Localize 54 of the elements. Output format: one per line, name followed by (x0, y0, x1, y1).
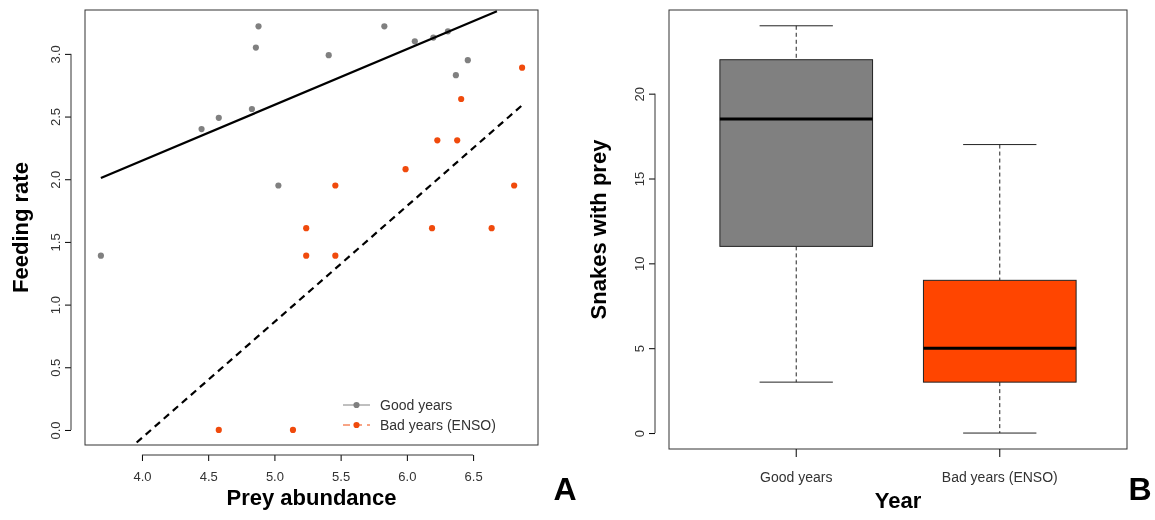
point (303, 252, 310, 259)
legend-label: Good years (380, 396, 453, 413)
x-tick-label: Bad years (ENSO) (941, 469, 1058, 486)
y-tick-label: 10 (631, 256, 647, 272)
x-tick-label: Good years (760, 469, 833, 486)
y-tick-label: 1.0 (47, 296, 63, 315)
point (215, 114, 222, 121)
point (511, 182, 518, 189)
point (332, 252, 339, 259)
point (428, 225, 436, 232)
point (248, 105, 255, 113)
y-tick-label: 0.0 (47, 421, 63, 440)
point (325, 52, 332, 59)
point (255, 23, 262, 30)
y-tick-label: 1.5 (47, 233, 63, 252)
text: A (553, 471, 577, 507)
y-tick-label: 20 (631, 86, 647, 102)
point (252, 44, 259, 51)
x-tick-label: 5.0 (265, 468, 284, 484)
x-tick-label: 5.5 (332, 468, 351, 484)
y-tick-label: 2.0 (47, 170, 63, 189)
point (411, 38, 418, 45)
x-axis-title: Prey abundance (226, 485, 397, 510)
point (198, 126, 205, 133)
point (303, 225, 310, 232)
point (275, 182, 282, 189)
legend-label: Bad years (ENSO) (380, 416, 496, 433)
point (434, 137, 441, 144)
point (332, 182, 339, 189)
point (97, 252, 104, 259)
x-tick-label: 6.5 (464, 468, 483, 484)
point (488, 225, 495, 232)
y-tick-label: 3.0 (47, 45, 63, 64)
y-tick-label: 15 (631, 171, 647, 187)
y-axis-title: Feeding rate (7, 162, 33, 293)
point (458, 95, 465, 103)
x-tick-label: 4.0 (133, 468, 152, 484)
point (215, 426, 222, 434)
point (381, 23, 388, 30)
point (289, 426, 297, 434)
y-tick-label: 2.5 (47, 108, 63, 127)
x-tick-label: 6.0 (398, 468, 417, 484)
point (402, 166, 409, 173)
y-tick-label: 0 (631, 429, 647, 438)
text: B (1128, 471, 1152, 507)
y-tick-label: 0.5 (47, 358, 63, 377)
point (452, 72, 459, 79)
y-axis-title: Snakes with prey (585, 138, 611, 320)
x-axis-title: Year (874, 488, 922, 513)
x-tick-label: 4.5 (199, 468, 218, 484)
point (464, 57, 471, 64)
y-tick-label: 5 (631, 345, 647, 353)
point (454, 137, 461, 144)
point (519, 64, 526, 71)
